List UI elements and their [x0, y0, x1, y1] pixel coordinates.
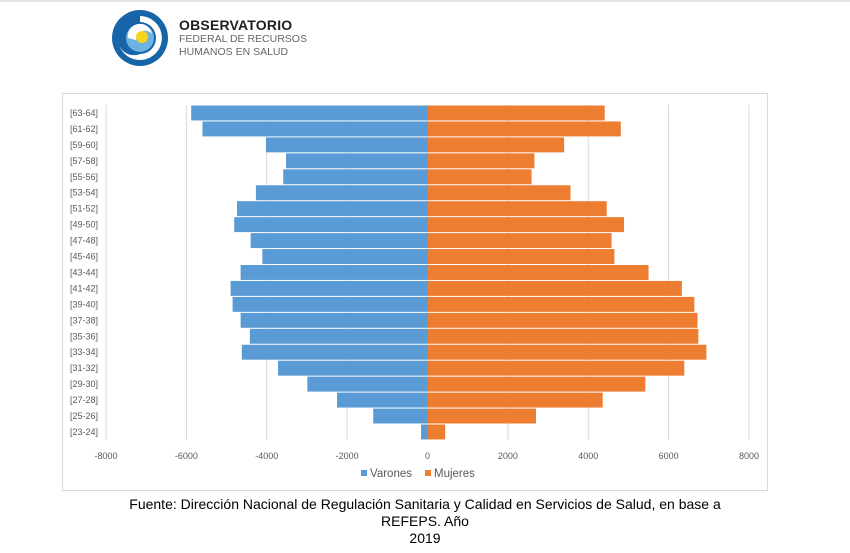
legend-label-mujeres: Mujeres	[434, 468, 475, 480]
category-label: [37-38]	[70, 315, 98, 325]
bar-mujeres	[427, 328, 699, 344]
category-label: [39-40]	[70, 299, 98, 309]
bar-mujeres	[427, 360, 685, 376]
bar-mujeres	[427, 265, 649, 280]
x-tick-label: -4000	[255, 451, 278, 461]
bar-varones	[278, 360, 428, 376]
category-label: [47-48]	[70, 236, 98, 246]
bar-mujeres	[427, 185, 571, 201]
logo-subtitle-2: HUMANOS EN SALUD	[179, 45, 289, 58]
bar-varones	[307, 376, 428, 392]
bar-mujeres	[427, 201, 607, 217]
bar-mujeres	[427, 121, 621, 137]
bar-varones	[249, 328, 428, 344]
category-label: [61-62]	[70, 124, 98, 134]
category-label: [35-36]	[70, 331, 98, 341]
logo-title: OBSERVATORIO	[179, 17, 293, 33]
caption-line-1: Fuente: Dirección Nacional de Regulación…	[129, 496, 721, 529]
category-label: [59-60]	[70, 140, 98, 150]
category-label: [55-56]	[70, 172, 98, 182]
bar-varones	[255, 185, 428, 201]
category-label: [29-30]	[70, 379, 98, 389]
bar-varones	[262, 249, 428, 264]
legend-swatch-mujeres	[425, 470, 431, 476]
bar-mujeres	[427, 233, 612, 249]
bar-mujeres	[427, 153, 535, 169]
bar-mujeres	[427, 408, 537, 424]
source-caption: Fuente: Dirección Nacional de Regulación…	[100, 496, 750, 547]
bar-mujeres	[427, 376, 646, 392]
bar-varones	[230, 280, 428, 296]
category-label: [49-50]	[70, 220, 98, 230]
x-tick-labels: -8000 -6000 -4000 -2000 0 2000 4000 6000 8000	[94, 451, 759, 461]
bar-mujeres	[427, 424, 446, 440]
bar-varones	[421, 424, 428, 440]
bar-varones	[337, 392, 428, 408]
legend-label-varones: Varones	[370, 468, 412, 480]
bar-mujeres	[427, 169, 532, 185]
bar-varones	[286, 153, 428, 169]
category-label: [53-54]	[70, 188, 98, 198]
bar-varones	[232, 296, 428, 312]
bar-mujeres	[427, 344, 707, 360]
top-divider	[0, 0, 850, 2]
bar-mujeres	[427, 280, 682, 296]
chart-container: [63-64] [61-62] [59-60] [57-58] [55-56] [53-5…	[62, 93, 768, 491]
bar-varones	[237, 201, 428, 217]
category-label: [25-26]	[70, 411, 98, 421]
bar-mujeres	[427, 249, 615, 264]
x-tick-label: 8000	[739, 451, 759, 461]
x-tick-label: 6000	[659, 451, 679, 461]
caption-line-2: 2019	[409, 530, 441, 546]
logo-text: OBSERVATORIO FEDERAL DE RECURSOS HUMANOS…	[179, 17, 307, 58]
category-labels: [63-64] [61-62] [59-60] [57-58] [55-56] [53-5…	[70, 108, 98, 437]
population-pyramid-chart: [63-64] [61-62] [59-60] [57-58] [55-56] [53-5…	[70, 105, 759, 480]
bar-varones	[241, 344, 428, 360]
logo-subtitle-1: FEDERAL DE RECURSOS	[179, 33, 307, 45]
category-label: [63-64]	[70, 108, 98, 118]
bar-mujeres	[427, 137, 565, 153]
category-label: [51-52]	[70, 204, 98, 214]
bar-varones	[373, 408, 428, 424]
bar-varones	[202, 121, 428, 137]
bar-varones	[191, 105, 428, 121]
category-label: [43-44]	[70, 267, 98, 277]
x-tick-label: 2000	[498, 451, 518, 461]
category-label: [33-34]	[70, 347, 98, 357]
x-tick-label: 4000	[578, 451, 598, 461]
bar-varones	[234, 217, 428, 233]
x-tick-label: -6000	[175, 451, 198, 461]
bar-mujeres	[427, 217, 625, 233]
bar-varones	[250, 233, 428, 249]
bar-mujeres	[427, 312, 698, 328]
category-label: [27-28]	[70, 395, 98, 405]
category-label: [31-32]	[70, 363, 98, 373]
observatorio-logo-icon	[112, 10, 168, 66]
category-label: [41-42]	[70, 283, 98, 293]
x-tick-label: -8000	[94, 451, 117, 461]
bar-mujeres	[427, 392, 603, 408]
bar-mujeres	[427, 296, 695, 312]
bar-varones	[265, 137, 428, 153]
legend-swatch-varones	[361, 470, 367, 476]
bar-varones	[240, 265, 428, 280]
bar-varones	[283, 169, 428, 185]
bar-mujeres	[427, 105, 605, 121]
x-tick-label: 0	[425, 451, 430, 461]
category-label: [23-24]	[70, 427, 98, 437]
category-label: [57-58]	[70, 156, 98, 166]
x-tick-label: -2000	[336, 451, 359, 461]
bars	[191, 105, 707, 440]
bar-varones	[240, 312, 428, 328]
category-label: [45-46]	[70, 252, 98, 262]
legend: Varones Mujeres	[361, 468, 475, 480]
